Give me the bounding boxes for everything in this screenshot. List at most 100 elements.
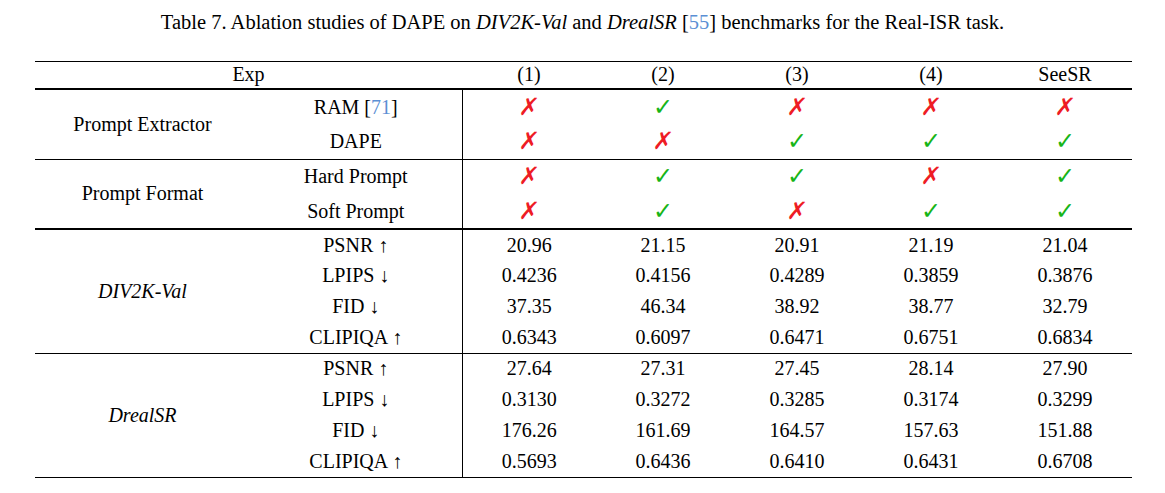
table-cell: 21.15 — [596, 229, 730, 260]
table-cell: 20.96 — [462, 229, 596, 260]
table-cell: 0.6834 — [998, 322, 1132, 353]
table-cell: ✓ — [730, 124, 864, 159]
check-icon: ✓ — [1055, 199, 1075, 223]
table-cell: 28.14 — [864, 353, 998, 384]
row-label-text: LPIPS ↓ — [322, 388, 389, 410]
row-label-text: ] — [391, 96, 398, 118]
header-col-3: (3) — [730, 61, 864, 89]
table-cell: 38.77 — [864, 291, 998, 322]
check-icon: ✓ — [653, 95, 673, 119]
header-row: Exp (1) (2) (3) (4) SeeSR — [35, 61, 1132, 89]
cross-icon: ✗ — [518, 199, 541, 223]
cross-icon: ✗ — [652, 129, 675, 153]
header-col-4: (4) — [864, 61, 998, 89]
row-label: Hard Prompt — [250, 159, 462, 194]
table-cell: ✗ — [462, 89, 596, 124]
table-cell: 27.45 — [730, 353, 864, 384]
table-cell: 0.4156 — [596, 260, 730, 291]
table-cell: 27.31 — [596, 353, 730, 384]
table-cell: ✗ — [596, 124, 730, 159]
ablation-table: Exp (1) (2) (3) (4) SeeSR Prompt Extract… — [35, 61, 1132, 478]
row-label-text: RAM [ — [314, 96, 371, 118]
table-cell: 176.26 — [462, 415, 596, 446]
table-cell: ✓ — [864, 124, 998, 159]
citation-link[interactable]: 55 — [689, 11, 710, 33]
table-cell: ✓ — [998, 159, 1132, 194]
row-label-text: Soft Prompt — [307, 200, 404, 222]
group-label: DIV2K-Val — [35, 229, 250, 353]
table-cell: 0.4289 — [730, 260, 864, 291]
row-label: FID ↓ — [250, 415, 462, 446]
table-row: Prompt FormatHard Prompt✗✓✓✗✓ — [35, 159, 1132, 194]
caption-text: Table 7. Ablation studies of DAPE on — [161, 11, 476, 33]
table-cell: 20.91 — [730, 229, 864, 260]
row-label-text: CLIPIQA ↑ — [309, 326, 402, 348]
table-cell: 27.90 — [998, 353, 1132, 384]
row-label-text: DAPE — [330, 130, 382, 152]
row-label: CLIPIQA ↑ — [250, 446, 462, 477]
row-label-text: PSNR ↑ — [323, 234, 388, 256]
caption-text: [ — [677, 11, 689, 33]
check-icon: ✓ — [787, 129, 807, 153]
check-icon: ✓ — [653, 164, 673, 188]
cross-icon: ✗ — [786, 95, 809, 119]
row-label: LPIPS ↓ — [250, 384, 462, 415]
table-cell: ✓ — [998, 124, 1132, 159]
table-cell: 0.6431 — [864, 446, 998, 477]
table-body: Prompt ExtractorRAM [71]✗✓✗✗✗DAPE✗✗✓✓✓Pr… — [35, 89, 1132, 477]
table-cell: 0.6471 — [730, 322, 864, 353]
table-cell: 0.6436 — [596, 446, 730, 477]
table-cell: 0.3876 — [998, 260, 1132, 291]
row-label: DAPE — [250, 124, 462, 159]
check-icon: ✓ — [1055, 129, 1075, 153]
header-col-seesr: SeeSR — [998, 61, 1132, 89]
table-cell: 0.6410 — [730, 446, 864, 477]
table-row: Prompt ExtractorRAM [71]✗✓✗✗✗ — [35, 89, 1132, 124]
table-cell: ✗ — [462, 194, 596, 229]
table-cell: 32.79 — [998, 291, 1132, 322]
table-cell: 0.3859 — [864, 260, 998, 291]
table-cell: 0.6708 — [998, 446, 1132, 477]
table-cell: ✓ — [864, 194, 998, 229]
row-label: LPIPS ↓ — [250, 260, 462, 291]
table-cell: ✗ — [864, 89, 998, 124]
check-icon: ✓ — [653, 199, 673, 223]
row-label-text: PSNR ↑ — [323, 357, 388, 379]
table-cell: 0.3174 — [864, 384, 998, 415]
table-cell: 46.34 — [596, 291, 730, 322]
row-label: RAM [71] — [250, 89, 462, 124]
table-cell: ✓ — [596, 194, 730, 229]
cross-icon: ✗ — [1054, 95, 1077, 119]
header-col-1: (1) — [462, 61, 596, 89]
dataset-name-div2k: DIV2K-Val — [476, 11, 567, 33]
table-cell: ✓ — [596, 159, 730, 194]
row-label-text: Hard Prompt — [304, 165, 408, 187]
cross-icon: ✗ — [786, 199, 809, 223]
table-cell: 0.3130 — [462, 384, 596, 415]
table-cell: ✗ — [462, 159, 596, 194]
row-label-text: LPIPS ↓ — [322, 264, 389, 286]
caption-text: and — [567, 11, 607, 33]
row-label: FID ↓ — [250, 291, 462, 322]
table-cell: 0.6097 — [596, 322, 730, 353]
dataset-name-drealsr: DrealSR — [607, 11, 677, 33]
table-cell: 0.3285 — [730, 384, 864, 415]
table-cell: ✗ — [462, 124, 596, 159]
row-label-text: CLIPIQA ↑ — [309, 450, 402, 472]
row-label: Soft Prompt — [250, 194, 462, 229]
cross-icon: ✗ — [518, 164, 541, 188]
group-label: Prompt Extractor — [35, 89, 250, 159]
table-cell: 0.6751 — [864, 322, 998, 353]
table-cell: ✓ — [998, 194, 1132, 229]
table-row: DrealSRPSNR ↑27.6427.3127.4528.1427.90 — [35, 353, 1132, 384]
row-label: CLIPIQA ↑ — [250, 322, 462, 353]
table-caption: Table 7. Ablation studies of DAPE on DIV… — [0, 0, 1165, 36]
table-cell: ✓ — [730, 159, 864, 194]
check-icon: ✓ — [1055, 164, 1075, 188]
check-icon: ✓ — [921, 129, 941, 153]
group-label: Prompt Format — [35, 159, 250, 229]
table-cell: 164.57 — [730, 415, 864, 446]
table-cell: ✗ — [730, 89, 864, 124]
table-cell: 38.92 — [730, 291, 864, 322]
citation-link[interactable]: 71 — [371, 96, 391, 118]
